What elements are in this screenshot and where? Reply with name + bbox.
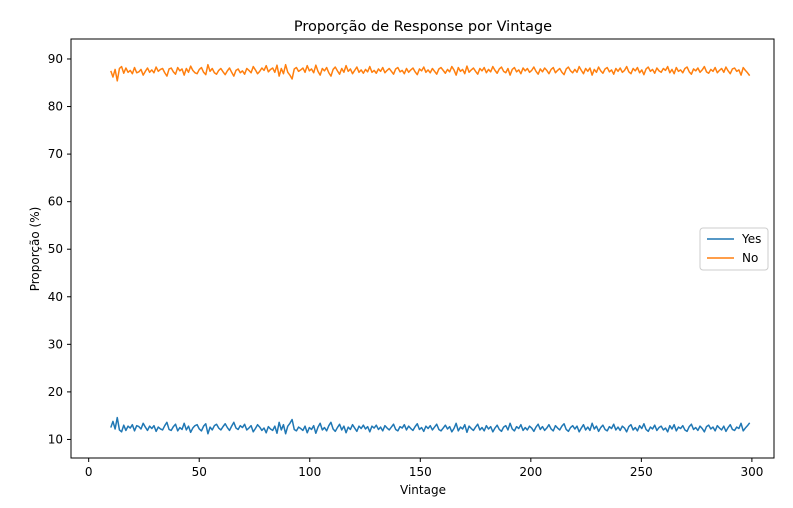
- series-line-yes: [110, 416, 751, 435]
- legend-label-no: No: [742, 251, 758, 265]
- x-axis: 0 50 100 150 200 250 300: [85, 458, 763, 479]
- y-tick-label: 80: [48, 100, 63, 114]
- plot-area: [110, 63, 751, 435]
- chart-title: Proporção de Response por Vintage: [294, 19, 552, 35]
- x-tick-label: 0: [85, 465, 93, 479]
- x-tick-label: 200: [519, 465, 542, 479]
- y-tick-label: 10: [48, 432, 63, 446]
- y-tick-label: 90: [48, 52, 63, 66]
- x-axis-label: Vintage: [400, 483, 446, 497]
- y-tick-label: 20: [48, 385, 63, 399]
- x-tick-label: 300: [740, 465, 763, 479]
- legend: Yes No: [699, 227, 769, 271]
- y-tick-label: 60: [48, 195, 63, 209]
- y-tick-label: 70: [48, 147, 63, 161]
- x-tick-label: 50: [192, 465, 207, 479]
- series-line-no: [110, 63, 751, 82]
- y-tick-label: 50: [48, 242, 63, 256]
- x-tick-label: 150: [409, 465, 432, 479]
- x-tick-label: 100: [298, 465, 321, 479]
- y-axis-label: Proporção (%): [28, 207, 42, 292]
- legend-label-yes: Yes: [741, 232, 761, 246]
- y-tick-label: 40: [48, 290, 63, 304]
- x-tick-label: 250: [630, 465, 653, 479]
- plot-frame: [70, 38, 775, 459]
- y-axis: 10 20 30 40 50 60 70 80 90: [48, 52, 71, 446]
- y-tick-label: 30: [48, 337, 63, 351]
